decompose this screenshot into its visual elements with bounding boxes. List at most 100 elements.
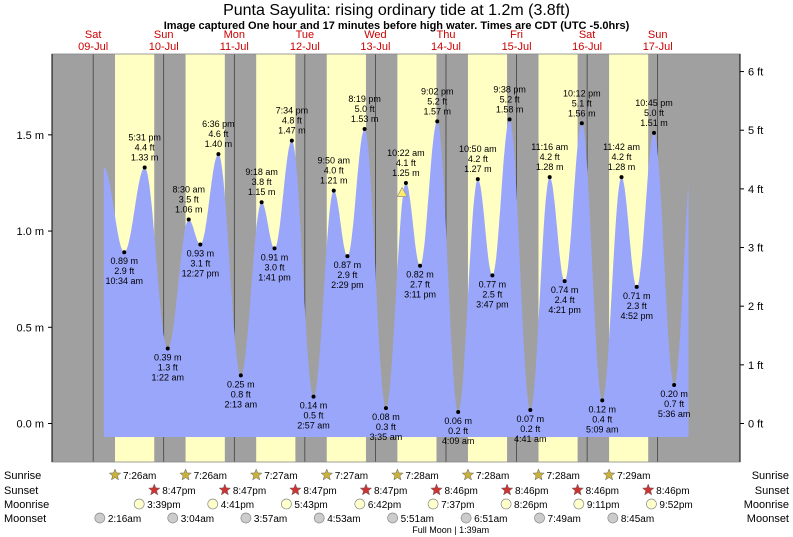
tide-time-label: 2:29 pm <box>331 280 364 290</box>
tide-m-label: 1.28 m <box>608 162 636 172</box>
tide-point <box>547 175 552 180</box>
tide-m-label: 1.58 m <box>496 104 524 114</box>
tide-ft-label: 5.2 ft <box>500 94 521 104</box>
moonset-icon <box>607 512 619 524</box>
day-date-label: 15-Jul <box>502 41 532 53</box>
tide-ft-label: 0.5 ft <box>304 411 325 421</box>
tide-time-label: 7:34 pm <box>276 106 309 116</box>
tide-time-label: 2:57 am <box>297 421 330 431</box>
tide-time-label: 9:38 pm <box>493 84 526 94</box>
legend-label-left: Moonset <box>4 513 46 525</box>
sunset-icon <box>147 483 161 496</box>
moonset-icon <box>534 512 545 524</box>
chart-title: Punta Sayulita: rising ordinary tide at … <box>223 2 570 19</box>
day-name-label: Wed <box>364 29 386 41</box>
right-tick-label: 5 ft <box>748 125 763 137</box>
tide-m-label: 0.71 m <box>623 291 651 301</box>
tide-ft-label: 4.2 ft <box>540 152 561 162</box>
sunset-time: 8:47pm <box>374 486 407 497</box>
tide-point <box>619 175 624 180</box>
day-name-label: Sat <box>85 29 102 41</box>
moonset-time: 4:53am <box>327 514 360 525</box>
tide-m-label: 0.07 m <box>517 414 545 424</box>
moonrise-time: 6:42pm <box>368 500 401 511</box>
tide-ft-label: 4.4 ft <box>135 143 156 153</box>
sunrise-icon <box>108 468 122 481</box>
sunset-icon <box>218 483 232 496</box>
tide-m-label: 0.74 m <box>551 285 579 295</box>
sunset-icon <box>571 483 584 496</box>
moonrise-time: 3:39pm <box>147 500 180 511</box>
legend-label-left: Moonrise <box>4 499 49 511</box>
day-name-label: Thu <box>436 29 455 41</box>
tide-ft-label: 4.2 ft <box>612 152 633 162</box>
tide-time-label: 2:13 am <box>225 399 258 409</box>
moonset-icon <box>313 512 325 524</box>
tide-m-label: 0.82 m <box>406 270 434 280</box>
moonset-icon <box>240 512 252 524</box>
day-name-label: Sun <box>648 29 668 41</box>
tide-time-label: 8:30 am <box>172 185 205 195</box>
day-date-label: 09-Jul <box>78 41 108 53</box>
tide-m-label: 0.20 m <box>660 389 688 399</box>
day-name-label: Sun <box>154 29 174 41</box>
tide-point <box>331 188 336 193</box>
tide-time-label: 3:35 am <box>370 432 403 442</box>
tide-ft-label: 3.1 ft <box>190 259 211 269</box>
tide-ft-label: 2.9 ft <box>337 270 358 280</box>
tide-ft-label: 0.8 ft <box>231 389 252 399</box>
day-name-label: Tue <box>296 29 315 41</box>
sunrise-time: 7:26am <box>194 471 227 482</box>
tide-ft-label: 0.2 ft <box>520 424 541 434</box>
legend-label-left: Sunset <box>4 485 38 497</box>
moonrise-icon <box>354 498 366 510</box>
tide-ft-label: 3.0 ft <box>265 262 286 272</box>
sunrise-icon <box>179 468 192 481</box>
day-date-label: 17-Jul <box>643 41 673 53</box>
sunrise-time: 7:28am <box>405 471 438 482</box>
moonrise-time: 5:43pm <box>294 500 327 511</box>
tide-point <box>652 130 656 135</box>
tide-ft-label: 0.2 ft <box>448 426 469 436</box>
tide-m-label: 1.06 m <box>175 205 203 215</box>
tide-point <box>259 200 264 205</box>
day-date-label: 14-Jul <box>431 41 461 53</box>
tide-point <box>122 250 127 255</box>
moonrise-time: 9:11pm <box>587 500 620 511</box>
left-tick-label: 0.5 m <box>16 322 44 334</box>
moonrise-icon <box>133 498 145 510</box>
left-tick-label: 1.5 m <box>16 130 44 142</box>
right-tick-label: 0 ft <box>748 419 763 431</box>
tide-m-label: 0.14 m <box>300 401 328 411</box>
tide-ft-label: 5.1 ft <box>572 98 593 108</box>
tide-m-label: 1.40 m <box>205 139 233 149</box>
tide-m-label: 1.28 m <box>536 162 564 172</box>
tide-m-label: 0.08 m <box>372 412 400 422</box>
moonset-time: 8:45am <box>621 514 654 525</box>
tide-point <box>562 279 567 284</box>
right-tick-label: 1 ft <box>748 360 763 372</box>
tide-point <box>186 217 191 222</box>
sunrise-time: 7:26am <box>123 471 156 482</box>
tide-ft-label: 2.7 ft <box>410 280 431 290</box>
tide-m-label: 0.25 m <box>227 379 255 389</box>
sunset-icon <box>289 483 302 496</box>
tide-m-label: 1.51 m <box>640 118 668 128</box>
sunrise-time: 7:27am <box>335 471 368 482</box>
tide-m-label: 1.15 m <box>248 187 276 197</box>
sunrise-icon <box>532 468 545 481</box>
sunset-icon <box>500 483 514 496</box>
current-tide-marker <box>396 186 408 197</box>
tide-time-label: 10:45 pm <box>635 98 673 108</box>
tide-m-label: 0.39 m <box>154 352 182 362</box>
tide-ft-label: 2.5 ft <box>482 289 503 299</box>
tide-ft-label: 3.8 ft <box>252 177 273 187</box>
tide-time-label: 5:31 pm <box>128 133 161 143</box>
tide-point <box>198 242 203 247</box>
moonset-time: 2:16am <box>108 514 141 525</box>
sunrise-icon <box>461 468 475 481</box>
tide-point <box>216 152 221 157</box>
tide-ft-label: 2.3 ft <box>627 301 648 311</box>
legend-label-right: Moonrise <box>744 499 789 511</box>
